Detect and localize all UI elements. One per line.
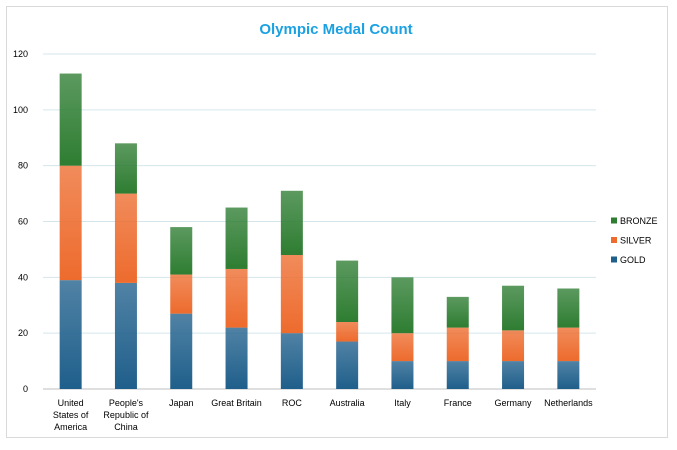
legend: BRONZE SILVER GOLD	[611, 216, 658, 265]
y-tick-label-120: 120	[13, 49, 28, 59]
bar-silver-italy	[391, 333, 414, 362]
bars	[59, 73, 580, 389]
x-axis-labels: United States of America People's Republic o…	[53, 398, 593, 432]
legend-label-gold: GOLD	[620, 255, 646, 265]
y-tick-label-20: 20	[18, 328, 28, 338]
bar-bronze-japan	[170, 227, 193, 275]
bar-gold-great-britain	[225, 327, 248, 389]
bar-bronze-germany	[502, 285, 525, 331]
bar-gold-japan	[170, 313, 193, 389]
bar-silver-people-s-republic-of-china	[114, 193, 137, 283]
legend-swatch-bronze	[611, 217, 617, 224]
y-axis-ticks: 0 20 40 60 80 100 120	[13, 49, 28, 394]
x-tick-label-united-states-of-america: United States of America	[53, 398, 89, 432]
x-tick-label-roc: ROC	[282, 398, 303, 408]
x-tick-label-great-britain: Great Britain	[211, 398, 262, 408]
x-tick-label-australia: Australia	[330, 398, 365, 408]
bar-silver-roc	[280, 255, 303, 334]
chart-title: Olympic Medal Count	[259, 21, 412, 38]
bar-silver-japan	[170, 274, 193, 314]
bar-bronze-italy	[391, 277, 414, 334]
y-tick-label-60: 60	[18, 217, 28, 227]
x-tick-label-people-s-republic-of-china: People's Republic of China	[103, 398, 149, 432]
bar-bronze-france	[446, 296, 469, 328]
legend-label-silver: SILVER	[620, 236, 652, 246]
bar-silver-australia	[336, 322, 359, 342]
bar-gold-germany	[502, 361, 525, 389]
bar-bronze-australia	[336, 260, 359, 322]
bar-gold-people-s-republic-of-china	[114, 282, 137, 389]
bar-bronze-great-britain	[225, 207, 248, 269]
bar-gold-france	[446, 361, 469, 389]
bar-silver-germany	[502, 330, 525, 362]
legend-swatch-silver	[611, 237, 617, 243]
y-tick-label-100: 100	[13, 105, 28, 115]
x-tick-label-italy: Italy	[394, 398, 411, 408]
bar-gold-roc	[280, 333, 303, 389]
bar-silver-united-states-of-america	[59, 165, 82, 281]
bar-bronze-united-states-of-america	[59, 73, 82, 166]
bar-silver-great-britain	[225, 268, 248, 328]
bar-gold-australia	[336, 341, 359, 389]
bar-silver-netherlands	[557, 327, 580, 362]
y-tick-label-80: 80	[18, 161, 28, 171]
bar-gold-netherlands	[557, 361, 580, 389]
bar-silver-france	[446, 327, 469, 362]
bar-gold-italy	[391, 361, 414, 389]
y-tick-label-0: 0	[23, 384, 28, 394]
bar-bronze-people-s-republic-of-china	[114, 143, 137, 194]
legend-label-bronze: BRONZE	[620, 216, 658, 226]
x-tick-label-netherlands: Netherlands	[544, 398, 593, 408]
x-tick-label-japan: Japan	[169, 398, 194, 408]
x-tick-label-germany: Germany	[495, 398, 533, 408]
bar-bronze-roc	[280, 190, 303, 255]
bar-bronze-netherlands	[557, 288, 580, 328]
legend-swatch-gold	[611, 256, 617, 263]
y-tick-label-40: 40	[18, 272, 28, 282]
bar-gold-united-states-of-america	[59, 280, 82, 389]
x-tick-label-france: France	[444, 398, 472, 408]
